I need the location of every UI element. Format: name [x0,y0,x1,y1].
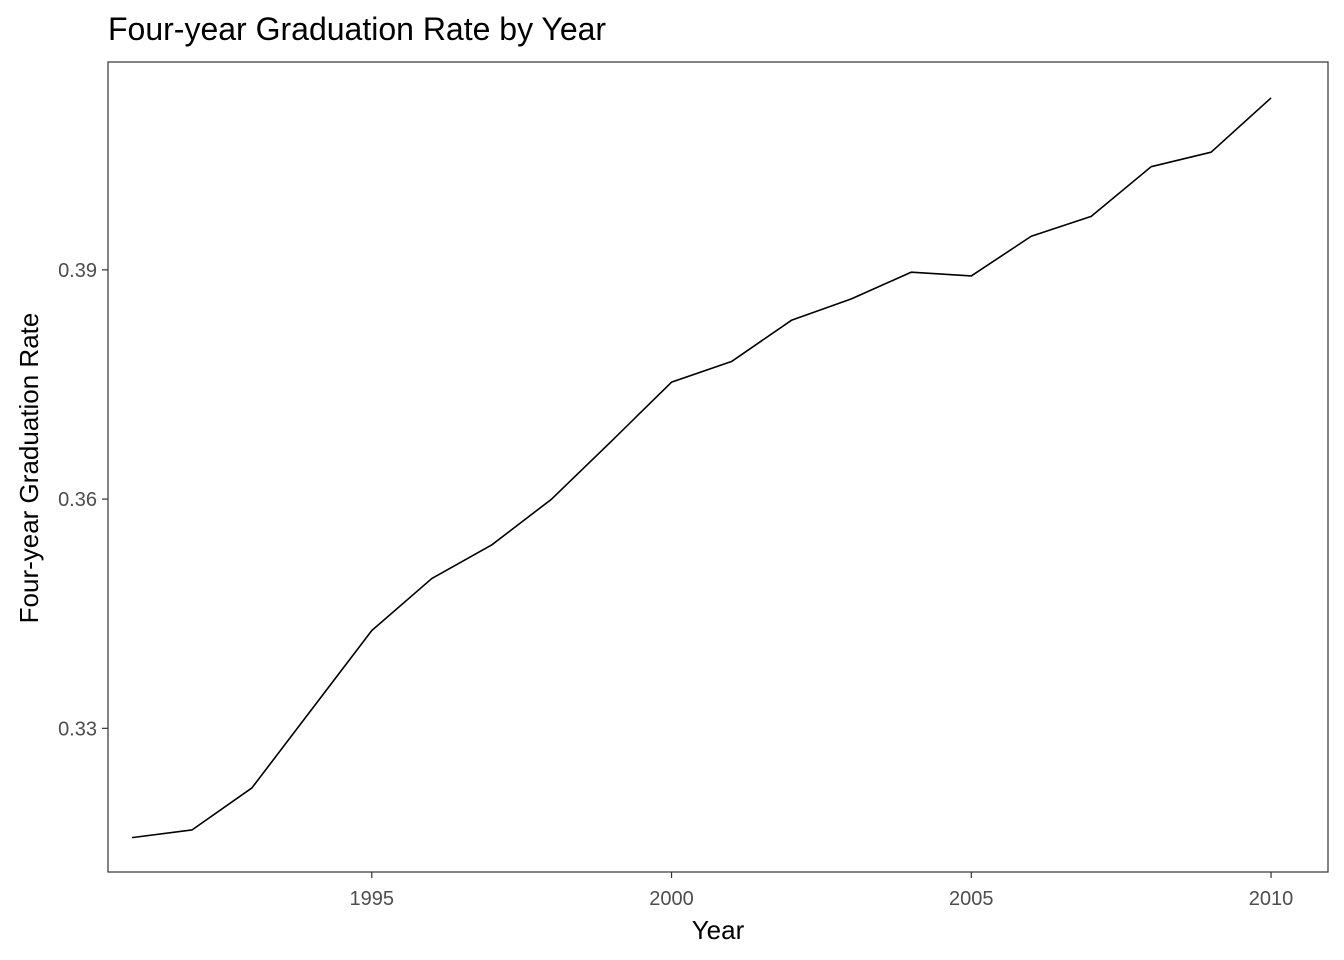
x-tick-label: 2010 [1249,888,1294,910]
y-tick-label: 0.33 [58,718,97,740]
y-tick-label: 0.39 [58,260,97,282]
x-tick-label: 2005 [949,888,994,910]
y-axis: 0.33 0.36 0.39 [58,260,108,740]
x-tick-label: 2000 [649,888,694,910]
x-axis: 1995 2000 2005 2010 [350,872,1294,910]
y-tick-label: 0.36 [58,489,97,511]
y-axis-title: Four-year Graduation Rate [14,313,44,624]
chart-title: Four-year Graduation Rate by Year [108,11,606,47]
x-axis-title: Year [692,915,745,945]
x-tick-label: 1995 [350,888,395,910]
plot-area [131,97,1272,839]
series-line-0 [131,97,1272,839]
plot-border [107,61,1329,873]
